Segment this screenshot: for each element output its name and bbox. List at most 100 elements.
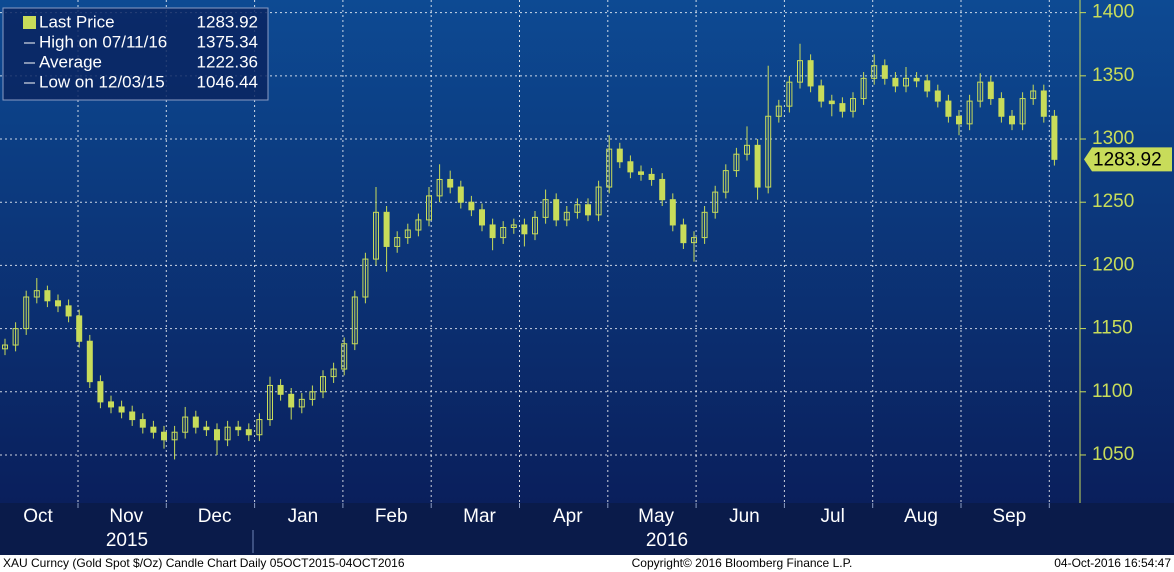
y-tick-label: 1250 <box>1092 191 1134 212</box>
y-tick-label: 1350 <box>1092 65 1134 86</box>
legend-value: 1046.44 <box>197 72 258 91</box>
legend-name: Low on 12/03/15 <box>39 72 165 91</box>
candle-body <box>966 100 973 125</box>
candle-body <box>479 209 485 226</box>
candle-body <box>65 305 72 317</box>
x-tick-label: Apr <box>553 506 583 527</box>
candle-body <box>118 406 125 413</box>
year-label: 2016 <box>646 530 688 551</box>
candle-body <box>1009 115 1015 125</box>
legend-box <box>2 7 269 101</box>
candle-body <box>638 171 644 175</box>
x-tick-label: Jan <box>288 506 319 527</box>
candle-body <box>616 148 623 163</box>
candle-body <box>765 115 772 188</box>
candle-body <box>330 368 337 378</box>
candle-body <box>139 419 146 428</box>
legend: Last Price 1283.92 High on 07/11/16 1375.34… <box>2 7 269 101</box>
legend-value: 1222.36 <box>197 52 258 71</box>
x-tick-label: Oct <box>23 506 53 527</box>
x-tick-label: Mar <box>463 506 496 527</box>
legend-value: 1375.34 <box>197 32 258 51</box>
candle-body <box>860 77 867 100</box>
candle-body <box>945 100 952 117</box>
candle-body <box>44 290 51 302</box>
candle-body <box>627 161 634 173</box>
candle-body <box>224 426 231 441</box>
candle-body <box>256 419 263 436</box>
candle-body <box>903 77 909 87</box>
legend-swatch <box>23 16 36 29</box>
footer-center: Copyright© 2016 Bloomberg Finance L.P. <box>632 556 853 570</box>
x-tick-label: May <box>638 506 674 527</box>
candle-body <box>426 195 432 221</box>
candle-body <box>987 81 994 100</box>
candle-body <box>2 344 8 350</box>
candle-body <box>510 224 517 228</box>
y-tick-label: 1100 <box>1092 381 1133 402</box>
candle-body <box>585 204 591 216</box>
x-tick-label: Nov <box>109 506 143 527</box>
candle-body <box>553 199 560 221</box>
candle-body <box>489 224 496 239</box>
candle-body <box>245 429 252 436</box>
candle-body <box>1030 90 1037 100</box>
candle-body <box>839 103 846 112</box>
legend-name: Average <box>39 52 102 71</box>
year-label: 2015 <box>106 530 148 551</box>
candle-body <box>680 224 687 244</box>
legend-value: 1283.92 <box>197 12 258 31</box>
candle-body <box>277 384 284 395</box>
candle-body <box>447 178 454 188</box>
candle-body <box>786 81 793 107</box>
candle-body <box>733 153 740 172</box>
candle-body <box>934 90 941 102</box>
candle-body <box>23 296 30 330</box>
candle-body <box>309 391 316 400</box>
candle-body <box>436 178 443 197</box>
x-tick-label: Dec <box>198 506 232 527</box>
candle-body <box>76 315 83 342</box>
candle-body <box>86 340 93 383</box>
candle-body <box>267 384 273 421</box>
candle-body <box>722 170 729 193</box>
x-tick-label: Sep <box>992 506 1026 527</box>
candle-body <box>659 178 666 201</box>
last-price-tag <box>1084 147 1172 172</box>
y-tick-label: 1300 <box>1092 128 1134 149</box>
candle-body <box>956 115 962 125</box>
candle-body <box>468 201 475 211</box>
axis-background <box>0 503 1174 555</box>
candle-body <box>1040 90 1047 117</box>
y-tick-label: 1400 <box>1092 2 1134 23</box>
x-tick-label: Aug <box>904 506 938 527</box>
candle-body <box>606 148 613 188</box>
candle-body <box>775 105 782 117</box>
candle-body <box>171 431 178 441</box>
x-tick-label: Jun <box>729 506 760 527</box>
candle-body <box>828 100 835 105</box>
y-tick-label: 1050 <box>1092 444 1134 465</box>
candle-body <box>161 431 167 441</box>
candle-body <box>108 401 114 408</box>
candle-body <box>1019 98 1026 125</box>
candle-body <box>563 211 570 221</box>
candle-body <box>55 300 61 307</box>
candle-body <box>97 381 104 403</box>
candle-body <box>977 81 984 102</box>
last-price-label: 1283.92 <box>1093 149 1162 170</box>
candle-body <box>192 416 199 428</box>
candle-body <box>701 211 708 239</box>
candle-body <box>998 98 1005 117</box>
candle-body <box>595 186 602 216</box>
candle-body <box>320 376 326 393</box>
y-tick-label: 1150 <box>1092 318 1133 339</box>
candle-body <box>341 343 348 370</box>
candle-body <box>797 60 803 83</box>
candle-body <box>415 219 422 231</box>
candle-body <box>129 411 136 421</box>
x-tick-label: Feb <box>375 506 408 527</box>
candle-body <box>648 173 655 180</box>
legend-name: Last Price <box>39 12 115 31</box>
